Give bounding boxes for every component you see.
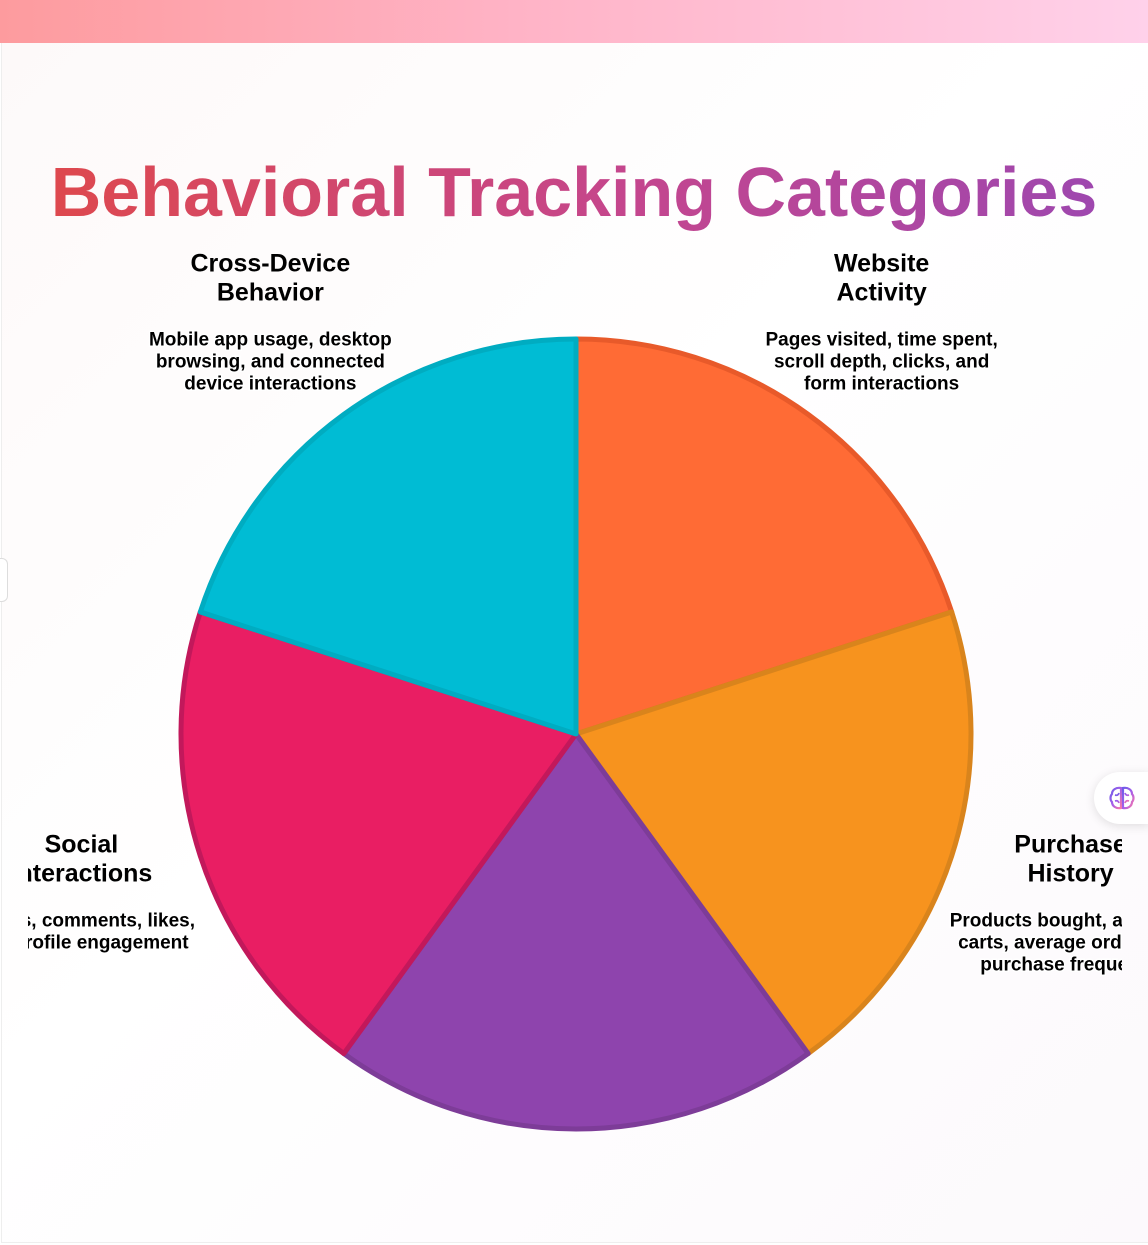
slice-label-line: Social [45, 831, 119, 859]
pie-slices [178, 336, 974, 1132]
slice-description-0: Pages visited, time spent, scroll depth, … [765, 329, 997, 394]
slice-label-line: Engagement [501, 1219, 652, 1245]
pie-slice-3[interactable] [178, 609, 579, 1057]
slice-description-4: Mobile app usage, desktop browsing, and c… [149, 329, 392, 394]
slice-label-line: Website [834, 249, 929, 277]
slice-description-line: Mobile app usage, desktop [149, 329, 392, 350]
pie-labels: Website Activity Pages visited, time spent… [0, 249, 1148, 1245]
slice-description-line: Shares, comments, likes, [0, 911, 195, 932]
side-panel-tab[interactable] [0, 558, 8, 602]
slice-label-line: Behavior [217, 278, 324, 306]
slice-label-line: Content [529, 1190, 624, 1218]
ai-assistant-button[interactable] [1094, 772, 1148, 824]
slice-description-line: and profile engagement [0, 933, 189, 954]
slice-label-3: Social Interactions [11, 831, 153, 888]
slice-description-line: Products bought, abandon [950, 911, 1148, 932]
slice-label-line: Purchase [1014, 831, 1127, 859]
slice-label-line: Activity [836, 278, 926, 306]
slice-description-line: carts, average order valu [958, 933, 1148, 954]
slice-description-line: purchase frequency [980, 955, 1148, 976]
top-accent-bar [0, 0, 1148, 43]
slice-label-line: Cross-Device [190, 249, 350, 277]
slice-description-line: browsing, and connected [156, 351, 385, 372]
slice-label-0: Website Activity [834, 249, 929, 306]
brain-icon [1109, 786, 1135, 810]
slice-description-line: form interactions [804, 373, 959, 394]
slice-label-line: History [1027, 860, 1113, 888]
pie-slice-2[interactable] [341, 731, 811, 1132]
slice-description-line: scroll depth, clicks, and [774, 351, 989, 372]
slice-description-3: Shares, comments, likes,and profile enga… [0, 911, 195, 954]
slice-label-4: Cross-Device Behavior [190, 249, 350, 306]
pie-slice-0[interactable] [573, 336, 955, 737]
slice-label-1: Purchase History [1014, 831, 1127, 888]
slice-label-line: Interactions [11, 860, 153, 888]
pie-slice-4[interactable] [197, 336, 579, 737]
slice-description-1: Products bought, abandoncarts, average o… [950, 911, 1148, 976]
chart-title: Behavioral Tracking Categories [0, 150, 1148, 234]
slice-label-2: Content Engagement [501, 1190, 652, 1245]
pie-slice-1[interactable] [573, 609, 974, 1057]
slice-description-line: Pages visited, time spent, [765, 329, 997, 350]
slice-description-line: device interactions [184, 373, 356, 394]
